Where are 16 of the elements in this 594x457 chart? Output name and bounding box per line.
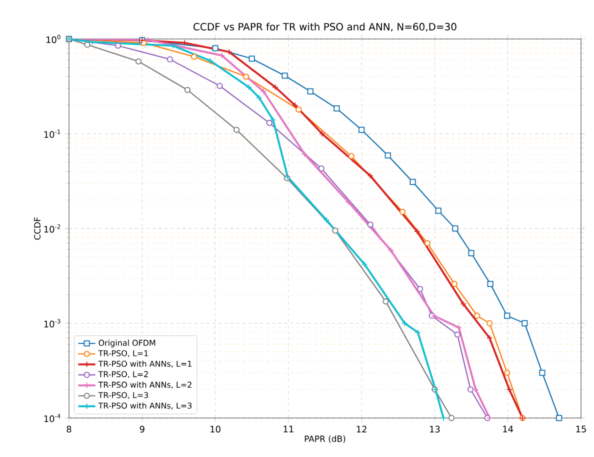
x-tick-label: 14 [503,426,514,432]
y-tick-label: 10$^{-2}$ [44,224,60,233]
x-tick-label: 15 [576,426,586,432]
chart-title: CCDF vs PAPR for TR with PSO and ANN, N=60,D=30 [194,22,456,32]
x-tick-label: 9 [140,426,144,433]
x-tick-label: 8 [66,426,72,433]
x-tick-label: 13 [430,426,440,433]
y-tick-label: 10$^{-4}$ [44,414,60,422]
y-tick-label: 10$^{-1}$ [44,130,60,138]
y-axis-title: CCDF [34,217,41,240]
x-tick-label: 12 [356,426,366,432]
y-tick-label: 10$^{0}$ [46,34,60,44]
y-tick-label: 10$^{-3}$ [44,319,60,328]
x-tick-label: 10 [210,426,220,433]
x-tick-label: 11 [284,426,294,432]
x-axis-title: PAPR (dB) [304,435,346,443]
